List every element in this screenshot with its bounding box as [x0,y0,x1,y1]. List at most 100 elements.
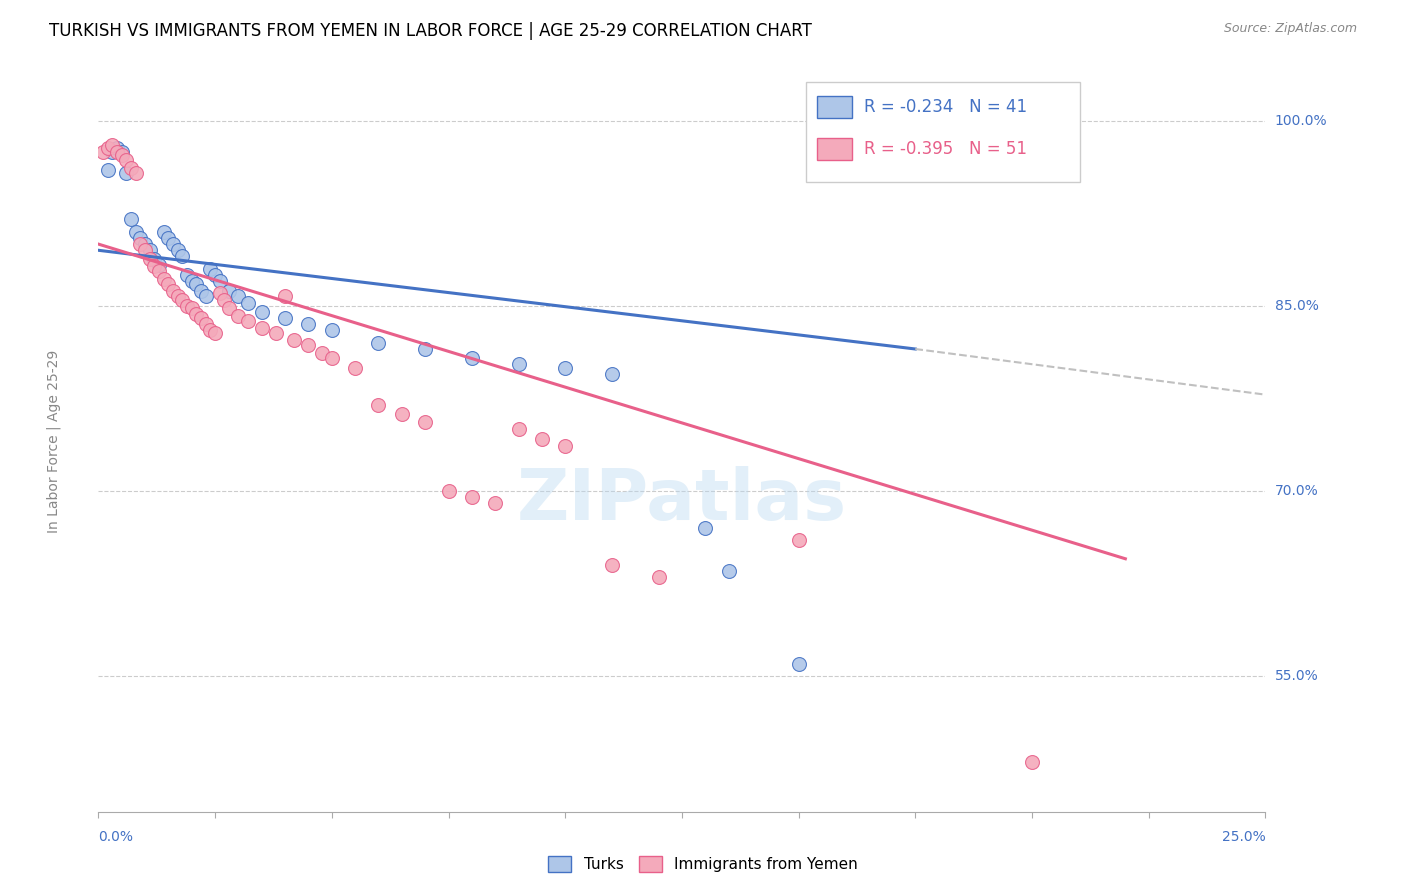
Point [194,318,217,332]
Point [484,496,506,510]
Text: 100.0%: 100.0% [1275,113,1327,128]
Point [162,284,184,298]
Point [125,225,148,239]
Point [101,145,124,159]
Point [148,258,170,272]
Point [139,244,162,258]
Point [461,490,484,504]
Text: R = -0.234   N = 41: R = -0.234 N = 41 [863,98,1028,116]
Point [250,321,273,335]
Point [283,334,305,348]
Point [129,231,152,245]
Point [264,326,287,340]
Point [321,324,343,338]
Point [101,138,124,153]
Point [139,252,162,266]
Point [190,284,212,298]
Text: 25.0%: 25.0% [1222,830,1265,844]
FancyBboxPatch shape [817,138,852,161]
Point [190,311,212,326]
Point [97,141,120,155]
Point [111,148,134,162]
Point [180,274,202,288]
Point [194,289,217,303]
Text: 85.0%: 85.0% [1275,299,1319,313]
FancyBboxPatch shape [817,95,852,118]
Point [413,415,436,429]
Point [218,284,240,298]
Text: R = -0.395   N = 51: R = -0.395 N = 51 [863,140,1026,158]
Point [134,244,156,258]
Point [214,293,236,307]
Point [787,533,810,548]
Point [344,360,367,375]
Point [125,165,148,179]
Text: TURKISH VS IMMIGRANTS FROM YEMEN IN LABOR FORCE | AGE 25-29 CORRELATION CHART: TURKISH VS IMMIGRANTS FROM YEMEN IN LABO… [49,22,813,40]
Point [111,145,134,159]
Point [508,357,530,371]
Text: 55.0%: 55.0% [1275,669,1319,683]
Point [115,153,138,168]
Point [143,260,166,274]
Point [321,351,343,365]
Point [105,145,128,159]
Point [172,250,194,264]
Point [297,338,319,352]
Point [297,318,319,332]
Point [461,351,484,365]
Point [172,293,194,307]
Text: Source: ZipAtlas.com: Source: ZipAtlas.com [1223,22,1357,36]
FancyBboxPatch shape [806,82,1080,183]
Point [115,165,138,179]
Text: 70.0%: 70.0% [1275,483,1319,498]
Point [554,360,576,375]
Text: In Labor Force | Age 25-29: In Labor Force | Age 25-29 [46,350,62,533]
Point [274,311,297,326]
Point [157,277,180,291]
Point [200,324,222,338]
Point [91,145,114,159]
Point [437,483,460,498]
Point [1021,756,1043,770]
Point [218,301,240,316]
Point [176,268,198,282]
Point [787,657,810,671]
Point [413,342,436,356]
Point [600,558,623,572]
Point [162,237,184,252]
Text: ZIPatlas: ZIPatlas [517,467,846,535]
Point [717,564,740,578]
Point [647,570,669,584]
Point [228,289,250,303]
Point [152,271,174,285]
Point [186,277,208,291]
Point [129,237,152,252]
Point [157,231,180,245]
Point [367,335,389,350]
Point [166,289,188,303]
Point [208,274,231,288]
Point [204,268,226,282]
Point [508,422,530,436]
Legend: Turks, Immigrants from Yemen: Turks, Immigrants from Yemen [541,848,865,880]
Point [97,163,120,178]
Point [208,286,231,301]
Point [695,521,717,535]
Point [105,141,128,155]
Point [148,264,170,278]
Point [236,313,259,327]
Point [180,301,202,316]
Point [600,367,623,381]
Point [236,296,259,310]
Point [152,225,174,239]
Point [228,309,250,323]
Point [166,244,188,258]
Point [391,408,413,422]
Text: 0.0%: 0.0% [98,830,134,844]
Point [143,252,166,266]
Point [250,305,273,319]
Point [134,237,156,252]
Point [554,440,576,454]
Point [367,398,389,412]
Point [200,261,222,276]
